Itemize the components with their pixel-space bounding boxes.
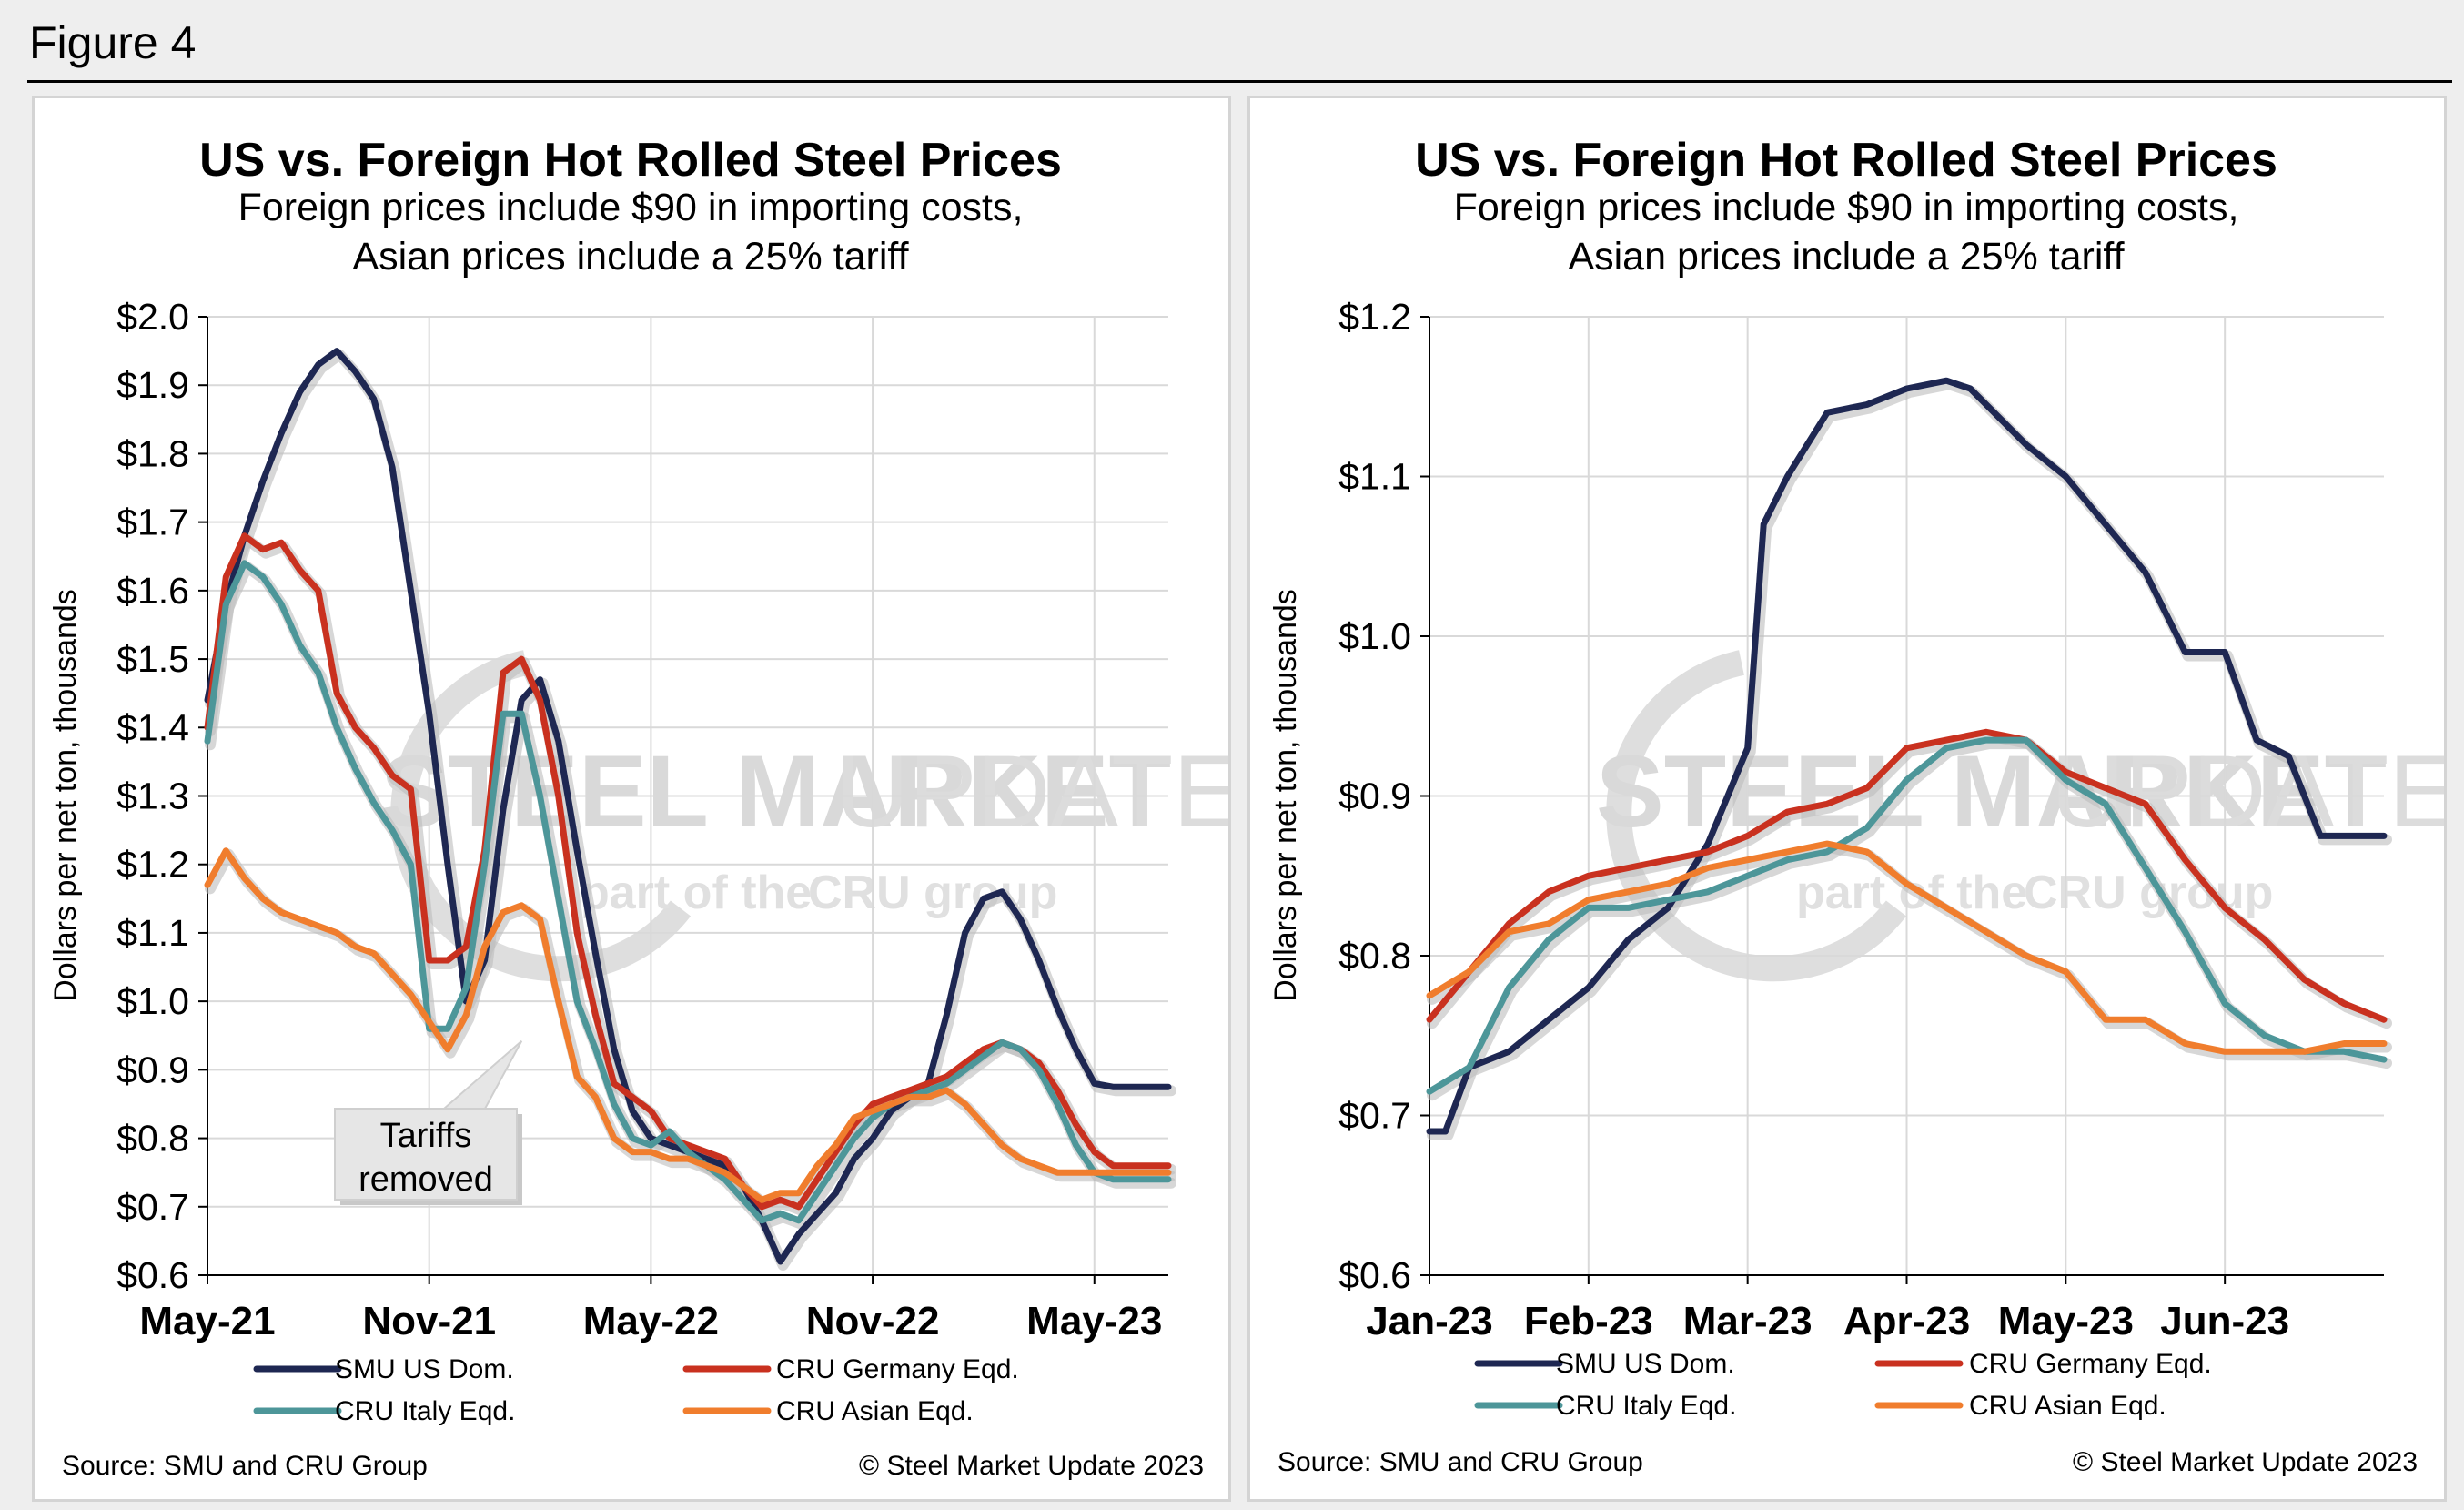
series-line-germany: [1426, 728, 2388, 1023]
y-tick-label: $1.8: [116, 432, 189, 474]
legend-label-italy: CRU Italy Eqd.: [335, 1396, 515, 1426]
y-tick-label: $0.7: [116, 1186, 189, 1228]
chart-subtitle-line2: Asian prices include a 25% tariff: [352, 235, 909, 279]
chart-subtitle-line2: Asian prices include a 25% tariff: [1568, 235, 2125, 279]
series-line-italy: [204, 560, 1172, 1224]
legend-label-smu: SMU US Dom.: [1556, 1349, 1735, 1379]
callout-box: [334, 1108, 518, 1201]
y-tick-label: $0.6: [1338, 1254, 1411, 1296]
y-tick-label: $1.6: [116, 570, 189, 612]
callout-line1: Tariffs: [380, 1117, 472, 1155]
figure-rule: [27, 80, 2452, 83]
y-tick-label: $1.3: [116, 775, 189, 817]
chart-title: US vs. Foreign Hot Rolled Steel Prices: [1415, 134, 2277, 187]
x-tick-label: Mar-23: [1683, 1299, 1813, 1343]
series-group: [204, 348, 1172, 1265]
x-tick-label: May-21: [139, 1299, 275, 1343]
y-tick-label: $0.9: [1338, 775, 1411, 817]
y-tick-label: $0.8: [116, 1118, 189, 1160]
figure-label: Figure 4: [29, 17, 197, 68]
legend-label-asian: CRU Asian Eqd.: [1969, 1391, 2166, 1421]
y-tick-label: $1.9: [116, 364, 189, 406]
x-tick-label: Apr-23: [1843, 1299, 1970, 1343]
y-tick-label: $1.0: [1338, 615, 1411, 657]
y-tick-label: $0.8: [1338, 935, 1411, 977]
y-tick-label: $0.7: [1338, 1095, 1411, 1137]
callout-line2: removed: [358, 1160, 493, 1199]
x-tick-label: May-22: [583, 1299, 719, 1343]
footer-source: Source: SMU and CRU Group: [62, 1451, 428, 1481]
y-tick-label: $1.1: [116, 912, 189, 954]
y-tick-label: $0.6: [116, 1254, 189, 1296]
y-tick-label: $1.1: [1338, 456, 1411, 498]
y-axis-label: Dollars per net ton, thousands: [48, 589, 83, 1002]
watermark-brand2: UPDATE: [835, 735, 1228, 848]
y-tick-label: $1.4: [116, 706, 189, 748]
y-tick-label: $1.7: [116, 502, 189, 543]
x-tick-label: Nov-22: [806, 1299, 940, 1343]
series-line-italy: [1426, 736, 2388, 1095]
y-tick-label: $1.2: [1338, 296, 1411, 338]
footer-source: Source: SMU and CRU Group: [1277, 1447, 1643, 1477]
x-tick-label: Jun-23: [2160, 1299, 2289, 1343]
watermark-tagline: part of the: [581, 866, 812, 919]
footer-copyright: © Steel Market Update 2023: [2073, 1447, 2418, 1477]
x-tick-label: Jan-23: [1366, 1299, 1492, 1343]
chart-panel-left: STEEL MARKET UPDATE part of the CRU group US…: [32, 96, 1231, 1502]
x-tick-label: May-23: [1026, 1299, 1162, 1343]
series-line-smu: [1426, 377, 2388, 1135]
chart-subtitle-line1: Foreign prices include $90 in importing …: [1454, 186, 2239, 229]
series-group: [1426, 377, 2388, 1135]
legend-label-germany: CRU Germany Eqd.: [776, 1354, 1019, 1384]
x-tick-label: Nov-21: [362, 1299, 496, 1343]
legend-label-smu: SMU US Dom.: [335, 1354, 514, 1384]
y-tick-label: $1.2: [116, 844, 189, 886]
y-tick-label: $0.9: [116, 1049, 189, 1090]
y-tick-label: $1.0: [116, 980, 189, 1022]
y-tick-label: $2.0: [116, 296, 189, 338]
legend-label-germany: CRU Germany Eqd.: [1969, 1349, 2212, 1379]
legend-label-asian: CRU Asian Eqd.: [776, 1396, 974, 1426]
y-tick-label: $1.5: [116, 638, 189, 680]
chart-panel-right: STEEL MARKET UPDATE part of the CRU group US…: [1247, 96, 2447, 1502]
x-tick-label: Feb-23: [1524, 1299, 1653, 1343]
series-line-asian: [1426, 840, 2388, 1055]
x-tick-label: May-23: [1998, 1299, 2134, 1343]
series-line-asian: [204, 847, 1172, 1203]
footer-copyright: © Steel Market Update 2023: [859, 1451, 1204, 1481]
chart-title: US vs. Foreign Hot Rolled Steel Prices: [199, 134, 1062, 187]
legend-label-italy: CRU Italy Eqd.: [1556, 1391, 1736, 1421]
chart-subtitle-line1: Foreign prices include $90 in importing …: [238, 186, 1024, 229]
y-axis-label: Dollars per net ton, thousands: [1268, 589, 1303, 1002]
